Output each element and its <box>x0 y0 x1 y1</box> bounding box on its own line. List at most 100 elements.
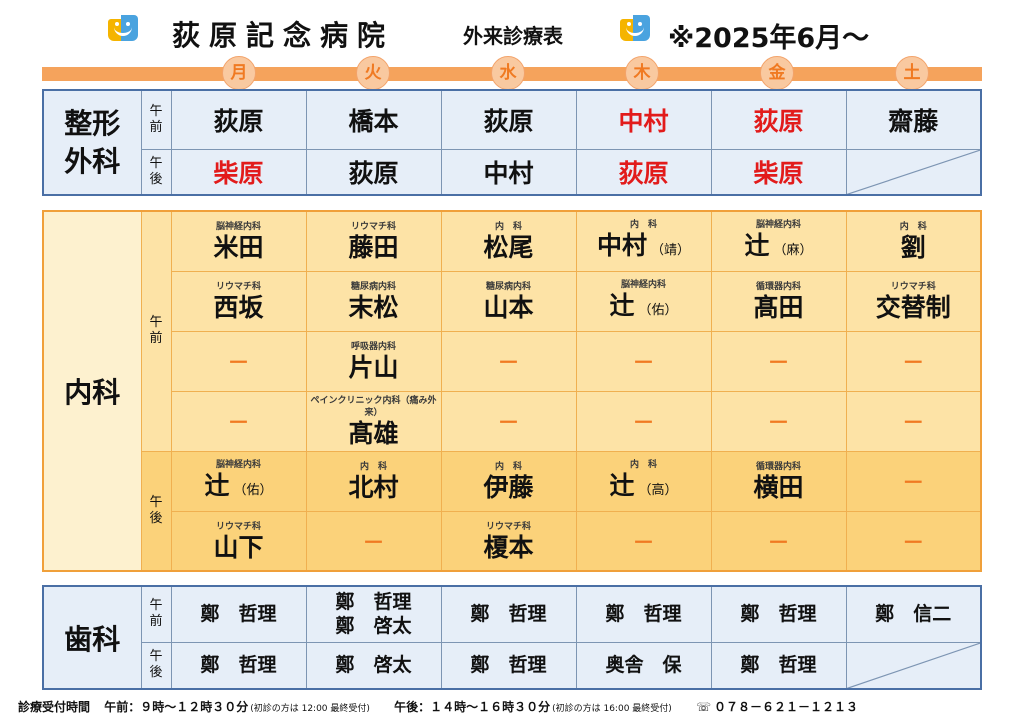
day-tue: 火 <box>356 56 390 90</box>
internal-am-2-sat: リウマチ科 交替制 <box>845 270 982 332</box>
day-fri: 金 <box>760 56 794 90</box>
dental-pm-wed: 鄭 哲理 <box>440 641 577 690</box>
dental-am-mon: 鄭 哲理 <box>170 585 307 643</box>
specialty-label: リウマチ科 <box>890 282 936 292</box>
dental-am-thu: 鄭 哲理 <box>575 585 712 643</box>
internal-am-1-tue: リウマチ科 藤田 <box>305 210 442 272</box>
internal-am-3-mon: － <box>170 330 307 392</box>
doctor-name: 中村 （靖） <box>596 230 691 260</box>
phone-number: ０７８－６２１－１２１３ <box>714 700 859 714</box>
slot-pm: 午 後 <box>140 450 172 572</box>
specialty-label: 脳神経内科 <box>215 459 261 470</box>
internal-am-4-thu: － <box>575 390 712 452</box>
internal-pm-2-fri: － <box>710 510 847 572</box>
specialty-label: 脳神経内科 <box>755 219 801 230</box>
internal-am-2-wed: 糖尿病内科 山本 <box>440 270 577 332</box>
no-clinic-dash: － <box>902 530 925 556</box>
internal-am-3-wed: － <box>440 330 577 392</box>
internal-am-2-tue: 糖尿病内科 末松 <box>305 270 442 332</box>
ortho-pm-mon: 柴原 <box>170 148 307 196</box>
slot-pm: 午 後 <box>140 641 172 690</box>
internal-am-4-sat: － <box>845 390 982 452</box>
internal-pm-1-mon: 脳神経内科辻（佑） <box>170 450 307 512</box>
specialty-label: 循環器内科 <box>755 462 801 472</box>
ortho-am-wed: 荻原 <box>440 89 577 150</box>
no-clinic-dash: － <box>362 530 385 556</box>
ortho-pm-tue: 荻原 <box>305 148 442 196</box>
no-clinic-dash: － <box>227 411 250 436</box>
ortho-pm-fri: 柴原 <box>710 148 847 196</box>
doctor-name: 米田 <box>213 233 264 263</box>
specialty-label: リウマチ科 <box>215 282 261 292</box>
header: 荻原記念病院 外来診療表 ※2025年6月～ <box>0 0 1024 58</box>
internal-am-1-wed: 内 科松尾 <box>440 210 577 272</box>
internal-am-1-fri: 脳神経内科辻（麻） <box>710 210 847 272</box>
dental-pm-sat-closed <box>845 641 982 690</box>
day-thu: 木 <box>625 56 659 90</box>
doctor-name: 西坂 <box>213 293 264 322</box>
doctor-name: 末松 <box>348 293 399 322</box>
doctor-name: 劉 <box>900 233 926 263</box>
doctor-name: 伊藤 <box>483 473 534 502</box>
slot-pm: 午 後 <box>140 148 172 196</box>
specialty-label: 内 科 <box>359 462 387 472</box>
doctor-name: 横田 <box>753 473 804 502</box>
no-clinic-dash: － <box>497 351 520 376</box>
doctor-name: 髙田 <box>753 293 804 322</box>
specialty-label: 内 科 <box>629 219 657 230</box>
internal-pm-2-wed: リウマチ科 榎本 <box>440 510 577 572</box>
specialty-label: 内 科 <box>494 462 522 472</box>
internal-am-4-wed: － <box>440 390 577 452</box>
specialty-label: 脳神経内科 <box>215 222 261 233</box>
specialty-label: リウマチ科 <box>350 222 396 233</box>
phone-icon: ☏ <box>695 700 711 714</box>
page-title: 荻原記念病院 <box>172 19 395 52</box>
dental-pm-thu: 奥舎 保 <box>575 641 712 690</box>
ortho-am-sat: 齋藤 <box>845 89 982 150</box>
no-clinic-dash: － <box>767 530 790 556</box>
specialty-label: 糖尿病内科 <box>485 282 531 292</box>
internal-pm-2-mon: リウマチ科 山下 <box>170 510 307 572</box>
internal-pm-1-thu: 内 科辻（高） <box>575 450 712 512</box>
dept-dental: 歯科 <box>42 585 142 690</box>
dental-table: 歯科 午 前 鄭 哲理 鄭 哲理 鄭 啓太 鄭 哲理 鄭 哲理 鄭 哲理 鄭 信… <box>42 585 982 690</box>
no-clinic-dash: － <box>902 411 925 436</box>
specialty-label: リウマチ科 <box>485 521 531 532</box>
no-clinic-dash: － <box>632 411 655 436</box>
internal-am-3-tue: 呼吸器内科 片山 <box>305 330 442 392</box>
ortho-am-tue: 橋本 <box>305 89 442 150</box>
specialty-label: 脳神経内科 <box>620 279 666 290</box>
doctor-name: 松尾 <box>483 233 534 263</box>
effective-date: ※2025年6月～ <box>668 23 870 54</box>
internal-pm-2-tue: － <box>305 510 442 572</box>
internal-pm-1-fri: 循環器内科 横田 <box>710 450 847 512</box>
doctor-name: 辻（佑） <box>204 470 273 500</box>
reception-hours: 診療受付時間 午前：９時～１２時３０分 (初診の方は 12:00 最終受付) 午後… <box>18 698 1008 715</box>
dept-orthopedics: 整形 外科 <box>42 89 142 196</box>
orthopedics-table: 整形 外科 午 前 荻原 橋本 荻原 中村 荻原 齋藤 午 後 柴原 荻原 中村 … <box>42 89 982 196</box>
no-clinic-dash: － <box>632 351 655 376</box>
doctor-name: 辻（高） <box>609 470 678 500</box>
internal-am-2-fri: 循環器内科 髙田 <box>710 270 847 332</box>
no-clinic-dash: － <box>902 471 925 496</box>
slot-am: 午 前 <box>140 585 172 643</box>
page-subtitle: 外来診療表 <box>463 24 563 48</box>
slot-am: 午 前 <box>140 210 172 452</box>
specialty-label: ペインクリニック内科（痛み外来） <box>310 396 437 418</box>
no-clinic-dash: － <box>632 530 655 556</box>
internal-pm-1-wed: 内 科伊藤 <box>440 450 577 512</box>
ortho-am-fri: 荻原 <box>710 89 847 150</box>
dental-pm-fri: 鄭 哲理 <box>710 641 847 690</box>
ortho-pm-thu: 荻原 <box>575 148 712 196</box>
internal-am-3-fri: － <box>710 330 847 392</box>
specialty-label: 糖尿病内科 <box>350 282 396 292</box>
doctor-name: 髙雄 <box>348 419 399 448</box>
am-hours: 午前：９時～１２時３０分 (初診の方は 12:00 最終受付) <box>104 700 370 714</box>
no-clinic-dash: － <box>767 411 790 436</box>
day-sat: 土 <box>895 56 929 90</box>
slot-am: 午 前 <box>140 89 172 150</box>
ortho-am-thu: 中村 <box>575 89 712 150</box>
internal-am-1-mon: 脳神経内科 米田 <box>170 210 307 272</box>
doctor-name: 藤田 <box>348 233 399 263</box>
reception-label: 診療受付時間 <box>18 700 91 714</box>
